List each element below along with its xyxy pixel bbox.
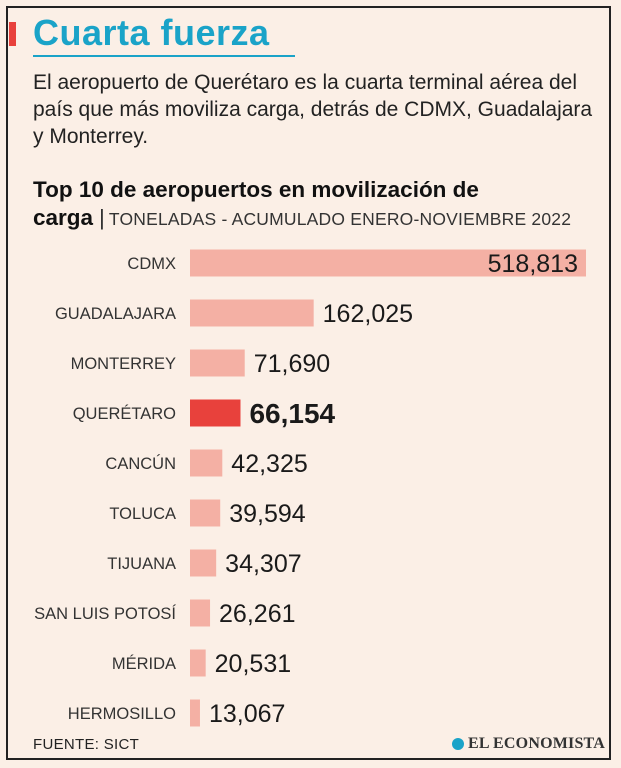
title-separator: | bbox=[99, 205, 105, 231]
value-label: 26,261 bbox=[219, 600, 295, 628]
bar bbox=[190, 499, 221, 527]
category-label: MONTERREY bbox=[71, 355, 176, 373]
bar bbox=[190, 649, 206, 677]
accent-bar bbox=[9, 22, 16, 46]
bar bbox=[190, 549, 217, 577]
chart-title-block: Top 10 de aeropuertos en movilización de… bbox=[33, 176, 603, 232]
value-label: 13,067 bbox=[209, 700, 285, 728]
category-label: GUADALAJARA bbox=[55, 305, 176, 323]
category-label: QUERÉTARO bbox=[73, 404, 176, 423]
value-label: 42,325 bbox=[231, 450, 307, 478]
category-label: CANCÚN bbox=[105, 454, 176, 473]
headline: Cuarta fuerza bbox=[33, 12, 270, 53]
bar bbox=[190, 399, 241, 427]
bar bbox=[190, 449, 223, 477]
intro-text: El aeropuerto de Querétaro es la cuarta … bbox=[33, 71, 593, 148]
bar bbox=[190, 249, 586, 277]
category-label: TIJUANA bbox=[107, 555, 176, 573]
value-label: 66,154 bbox=[249, 398, 335, 429]
infographic-frame bbox=[6, 6, 611, 760]
bar bbox=[190, 299, 314, 327]
value-label: 20,531 bbox=[215, 650, 291, 678]
source-note: FUENTE: SICT bbox=[33, 736, 140, 753]
value-label: 162,025 bbox=[323, 300, 413, 328]
category-label: TOLUCA bbox=[109, 505, 176, 523]
category-label: SAN LUIS POTOSÍ bbox=[34, 604, 176, 623]
bar bbox=[190, 699, 200, 727]
value-label: 518,813 bbox=[488, 250, 578, 278]
chart-subtitle: TONELADAS - ACUMULADO ENERO-NOVIEMBRE 20… bbox=[108, 209, 572, 230]
value-label: 39,594 bbox=[229, 500, 306, 528]
brand-name: EL ECONOMISTA bbox=[468, 735, 605, 752]
chart-title: Top 10 de aeropuertos en movilización de… bbox=[33, 177, 479, 231]
bar bbox=[190, 599, 211, 627]
category-label: CDMX bbox=[127, 255, 176, 273]
bar bbox=[190, 349, 245, 377]
headline-underline bbox=[33, 55, 295, 57]
value-label: 71,690 bbox=[254, 350, 330, 378]
brand-mark-icon bbox=[452, 738, 464, 750]
bar-chart: CDMX 518,813 GUADALAJARA 162,025 MONTERREY 71… bbox=[34, 249, 586, 728]
category-label: MÉRIDA bbox=[112, 654, 176, 673]
category-label: HERMOSILLO bbox=[68, 705, 176, 723]
value-label: 34,307 bbox=[225, 550, 301, 578]
brand-logo: EL ECONOMISTA bbox=[452, 735, 605, 753]
